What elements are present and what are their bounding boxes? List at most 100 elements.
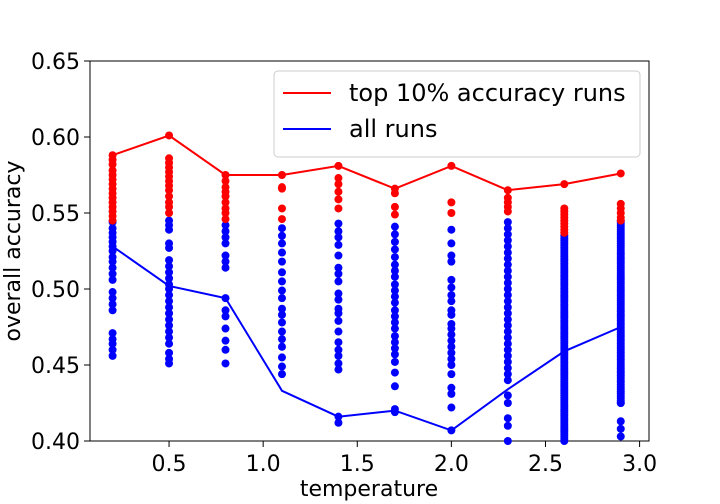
all-runs-point <box>390 237 399 246</box>
top-runs-point <box>221 209 230 217</box>
all-runs-point <box>503 285 512 293</box>
legend-label-top-runs: top 10% accuracy runs <box>349 79 626 107</box>
top-runs-point <box>108 160 117 169</box>
all-runs-point <box>390 338 399 347</box>
all-runs-point <box>616 432 625 441</box>
all-runs-point <box>503 309 512 318</box>
top-runs-point <box>108 216 117 225</box>
all-runs-point <box>221 221 230 230</box>
all-runs-point <box>390 298 399 307</box>
all-runs-point <box>334 309 343 318</box>
all-runs-point <box>503 218 512 227</box>
all-runs-point <box>447 361 456 369</box>
all-runs-point <box>503 297 512 306</box>
all-runs-point <box>277 231 286 240</box>
all-runs-point <box>503 236 512 245</box>
all-runs-point <box>390 344 399 353</box>
all-runs-point <box>277 294 286 303</box>
all-runs-point <box>390 306 399 315</box>
all-runs-point <box>165 309 174 318</box>
top-runs-point <box>165 202 174 211</box>
all-runs-point <box>503 333 512 342</box>
all-runs-point <box>334 345 343 354</box>
all-runs-point <box>447 257 456 266</box>
all-runs-point <box>277 277 286 286</box>
all-runs-point <box>108 257 117 266</box>
all-runs-point <box>334 263 343 272</box>
top-runs-point <box>221 198 230 207</box>
top-runs-points <box>108 131 625 237</box>
all-runs-point <box>390 332 399 341</box>
x-tick-label: 3.0 <box>622 452 657 477</box>
all-runs-point <box>221 336 230 345</box>
all-runs-point <box>108 339 117 348</box>
all-runs-point <box>390 368 399 377</box>
all-runs-point <box>447 354 456 363</box>
all-runs-point <box>277 286 286 295</box>
all-runs-point <box>503 437 512 445</box>
all-runs-point <box>503 370 512 379</box>
all-runs-point <box>616 424 625 433</box>
all-runs-point <box>334 227 343 236</box>
all-runs-point <box>390 324 399 333</box>
all-runs-point <box>221 239 230 248</box>
top-runs-point <box>277 215 286 224</box>
all-runs-point <box>503 260 512 269</box>
all-runs-point <box>390 272 399 281</box>
all-runs-point <box>390 230 399 239</box>
all-runs-point <box>503 254 512 263</box>
all-runs-point <box>334 316 343 325</box>
all-runs-point <box>390 382 399 391</box>
all-runs-point <box>616 417 625 426</box>
y-axis-ticks: 0.40 0.45 0.50 0.55 0.60 0.65 <box>31 50 90 455</box>
all-runs-point <box>447 275 456 284</box>
top-runs-point <box>334 187 343 196</box>
all-runs-point <box>390 318 399 327</box>
all-runs-point <box>334 295 343 304</box>
y-axis-label: overall accuracy <box>1 160 26 341</box>
all-runs-point <box>503 321 512 330</box>
top-runs-point <box>277 184 286 193</box>
all-runs-point <box>165 256 174 265</box>
all-runs-point <box>390 222 399 231</box>
all-runs-point <box>277 362 286 371</box>
top-runs-point <box>560 228 569 237</box>
all-runs-point <box>503 248 512 257</box>
x-tick-label: 2.5 <box>528 452 563 477</box>
all-runs-point <box>165 274 174 283</box>
all-runs-point <box>334 240 343 249</box>
x-tick-label: 0.5 <box>152 452 187 477</box>
all-runs-point <box>447 251 456 260</box>
all-runs-point <box>334 251 343 260</box>
x-tick-label: 1.0 <box>246 452 281 477</box>
x-tick-label: 2.0 <box>434 452 469 477</box>
x-axis-label: temperature <box>300 477 438 502</box>
all-runs-point <box>165 262 174 271</box>
all-runs-point <box>503 272 512 281</box>
all-runs-point <box>503 278 512 287</box>
all-runs-point <box>503 327 512 336</box>
all-runs-point <box>277 248 286 257</box>
top-runs-point <box>390 189 399 198</box>
x-tick-label: 1.5 <box>340 452 375 477</box>
all-runs-point <box>560 437 569 445</box>
all-runs-points <box>108 216 625 445</box>
all-runs-point <box>108 345 117 354</box>
legend: top 10% accuracy runs all runs <box>273 70 641 158</box>
all-runs-point <box>503 266 512 275</box>
all-runs-point <box>221 312 230 321</box>
all-runs-point <box>221 257 230 266</box>
all-runs-point <box>447 310 456 319</box>
all-runs-point <box>277 318 286 327</box>
all-runs-point <box>447 324 456 333</box>
top-runs-point <box>334 174 343 183</box>
y-tick-label: 0.65 <box>31 50 80 75</box>
all-runs-point <box>165 348 174 357</box>
top-runs-point <box>277 204 286 213</box>
top-runs-point <box>390 202 399 211</box>
all-runs-point <box>165 303 174 312</box>
all-runs-point <box>447 336 456 345</box>
all-runs-point <box>221 263 230 272</box>
all-runs-point <box>277 304 286 313</box>
